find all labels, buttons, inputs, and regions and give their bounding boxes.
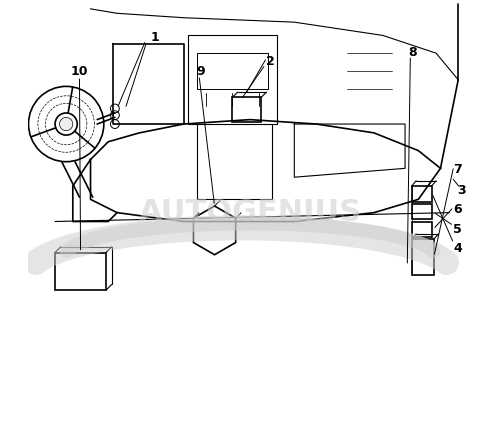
Circle shape	[60, 117, 73, 131]
Text: 2: 2	[266, 54, 274, 68]
Text: 8: 8	[408, 46, 418, 59]
Text: 7: 7	[453, 163, 462, 176]
Text: 3: 3	[458, 184, 466, 197]
Text: 9: 9	[196, 65, 204, 78]
Text: 5: 5	[453, 222, 462, 236]
Text: 6: 6	[453, 203, 462, 216]
Text: 4: 4	[453, 241, 462, 255]
Text: 1: 1	[150, 31, 159, 44]
Text: AUTOGENIUS: AUTOGENIUS	[138, 198, 362, 227]
Text: 10: 10	[70, 65, 88, 78]
